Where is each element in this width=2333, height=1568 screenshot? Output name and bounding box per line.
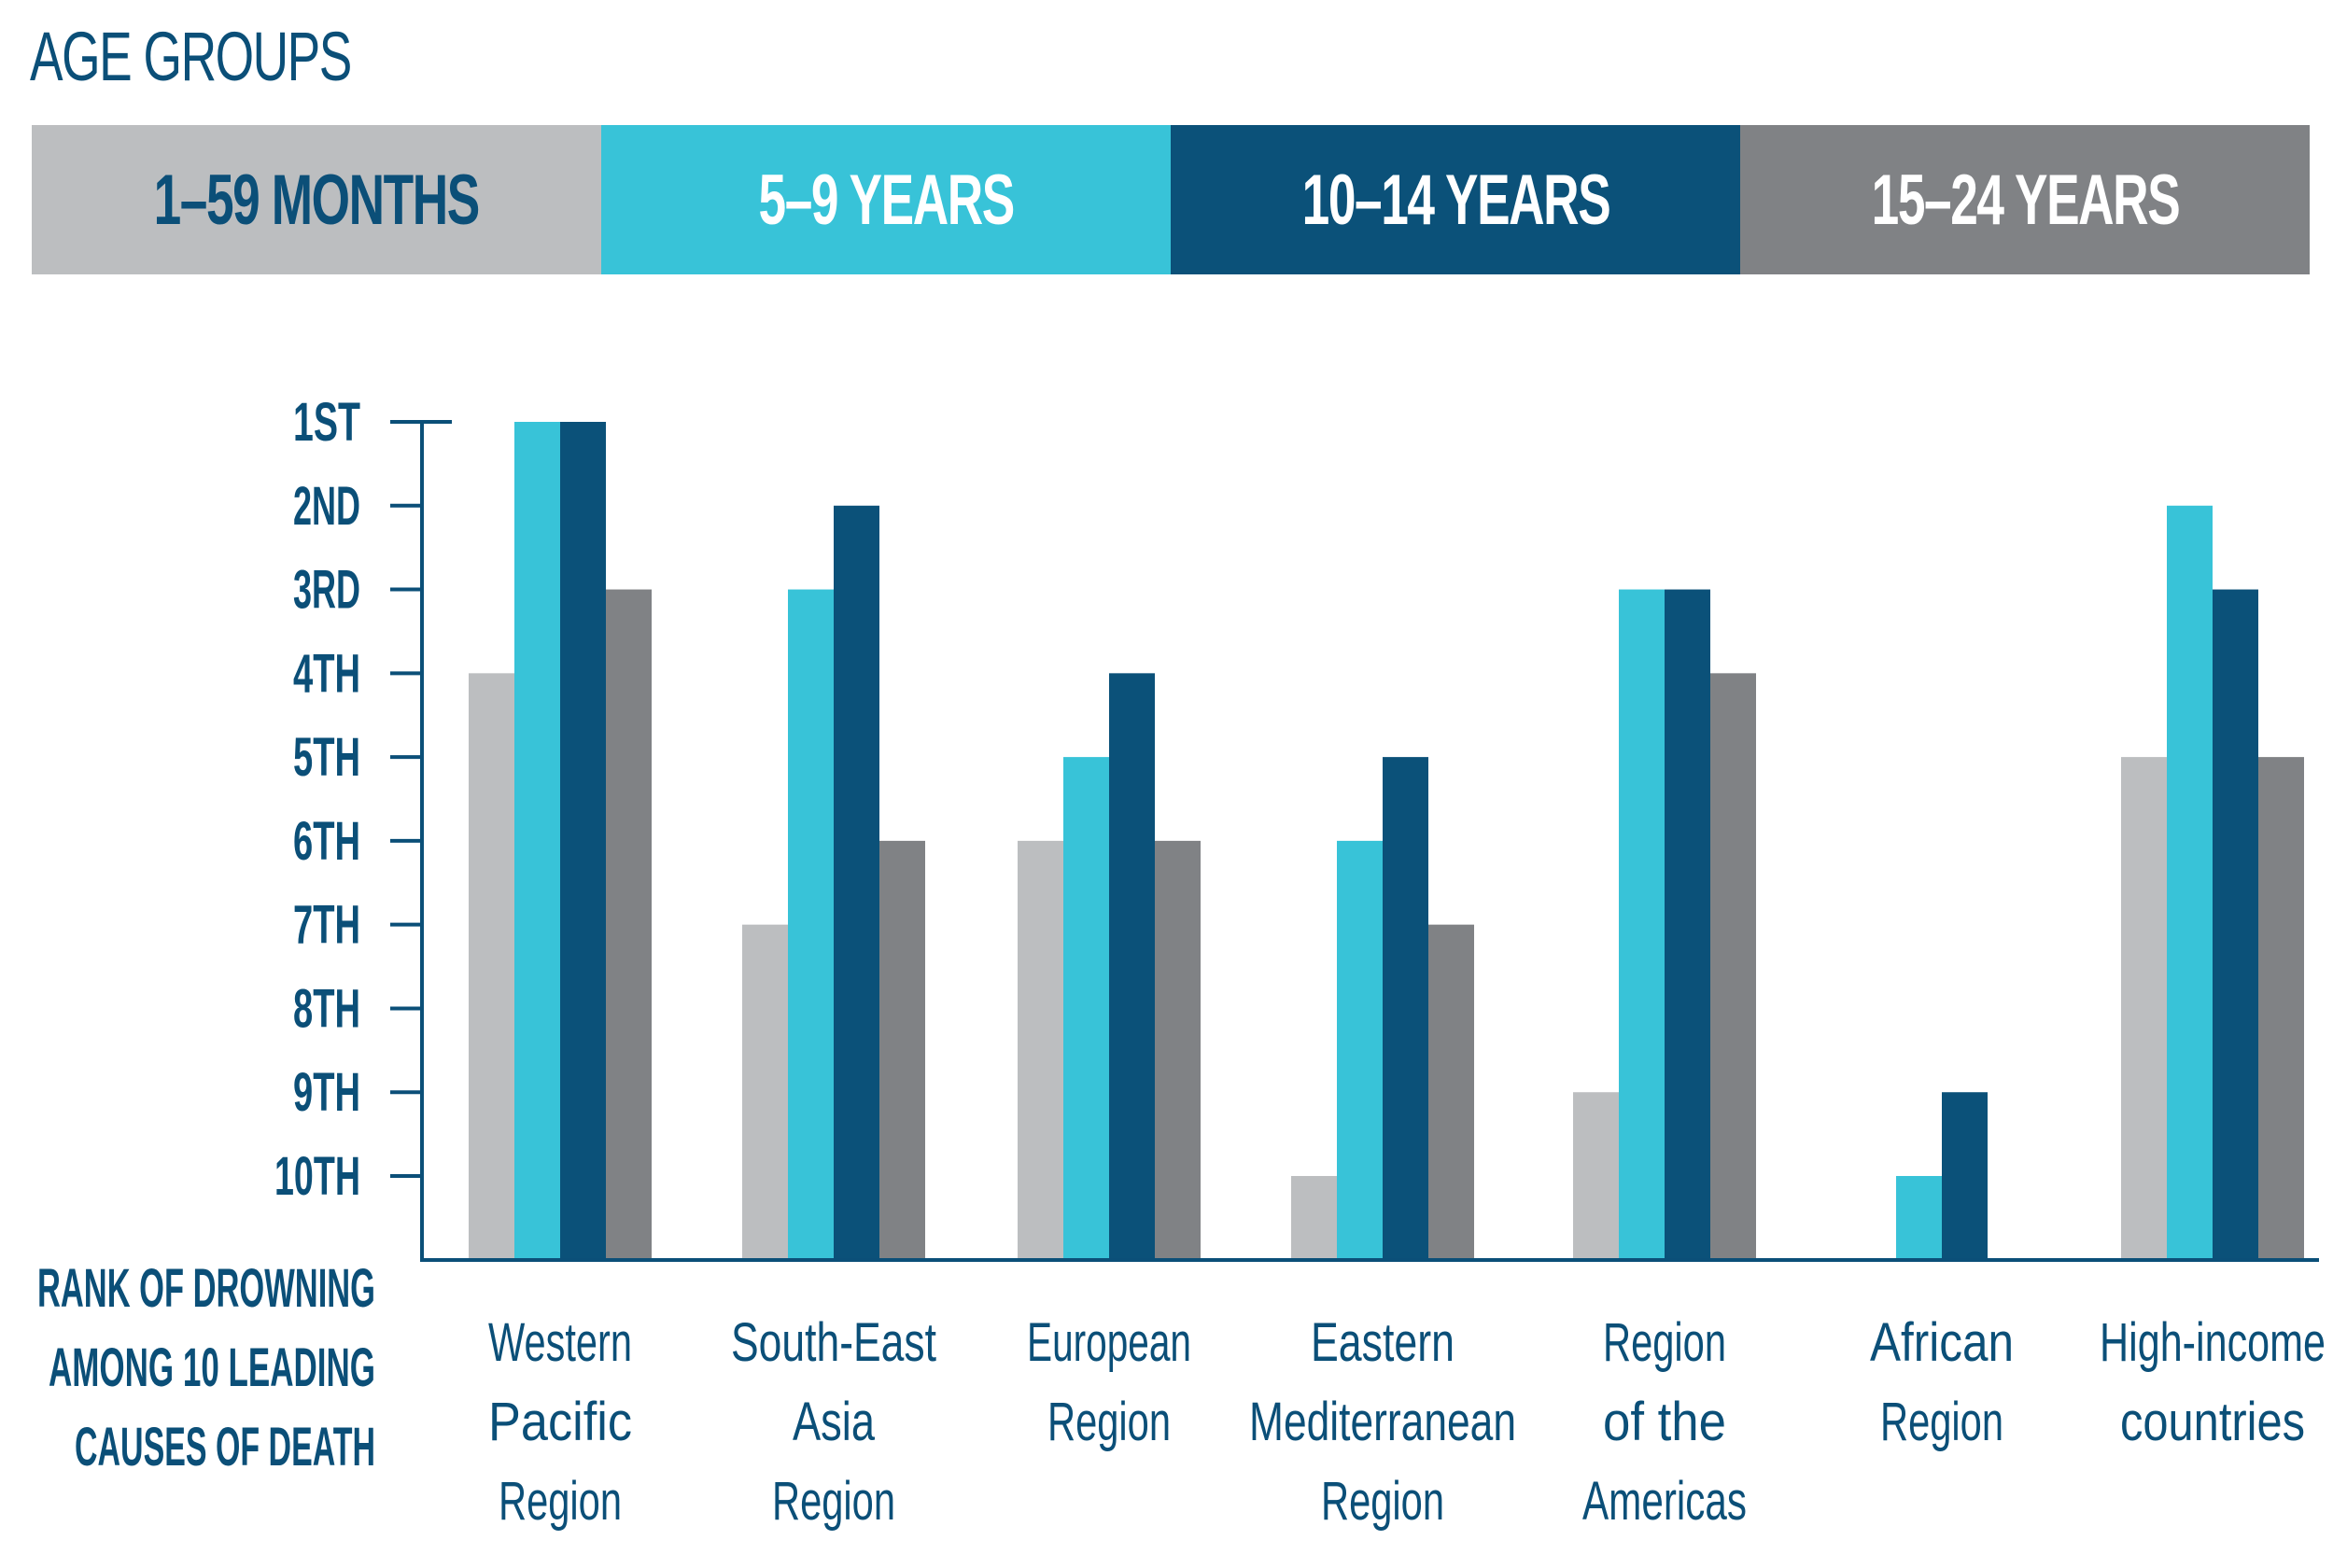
y-tick-label: 4TH (293, 643, 360, 704)
y-tick-label: 2ND (293, 476, 360, 537)
y-tick-label: 3RD (293, 560, 360, 621)
bar (2167, 505, 2213, 1260)
y-tick-label: 9TH (293, 1062, 360, 1123)
x-category-label: countries (2120, 1392, 2305, 1452)
x-category-label: Mediterranean (1249, 1392, 1516, 1452)
x-category-label: of the (1603, 1392, 1726, 1452)
bar (834, 505, 879, 1260)
x-category-label: Asia (793, 1392, 876, 1452)
legend-label: 15–24 YEARS (1871, 160, 2180, 240)
x-category-label: Region (1047, 1392, 1171, 1452)
bar (1291, 1176, 1337, 1260)
bar (2258, 757, 2304, 1260)
legend-label: 1–59 MONTHS (153, 160, 481, 240)
x-category-label: Region (1321, 1471, 1444, 1532)
bar (1942, 1092, 1988, 1260)
x-category-label: South-East (731, 1312, 936, 1373)
bar (514, 422, 560, 1260)
x-category-label: European (1027, 1312, 1191, 1373)
y-tick-label: 6TH (293, 811, 360, 872)
y-axis-title-line: CAUSES OF DEATH (75, 1417, 375, 1477)
bar (742, 924, 788, 1260)
bar (469, 673, 514, 1260)
bar (560, 422, 606, 1260)
bar (1155, 840, 1201, 1260)
y-tick-label: 8TH (293, 978, 360, 1039)
x-category-label: High-income (2100, 1312, 2326, 1373)
bar (1428, 924, 1474, 1260)
y-tick-label: 10TH (274, 1146, 360, 1207)
bar (1573, 1092, 1619, 1260)
bar (788, 589, 834, 1260)
y-tick-label: 7TH (293, 895, 360, 956)
x-category-label: Region (1880, 1392, 2003, 1452)
bar (1063, 757, 1109, 1260)
y-tick-label: 5TH (293, 727, 360, 788)
legend-bar: 1–59 MONTHS 5–9 YEARS 10–14 YEARS 15–24 … (32, 125, 2310, 274)
x-category-label: Region (499, 1471, 622, 1532)
bar (2213, 589, 2258, 1260)
x-category-label: African (1870, 1312, 2014, 1373)
legend-item-5-9-years: 5–9 YEARS (601, 125, 1171, 274)
legend-label: 5–9 YEARS (758, 160, 1015, 240)
legend-label: 10–14 YEARS (1301, 160, 1610, 240)
bar (606, 589, 652, 1260)
age-groups-title: AGE GROUPS (30, 18, 352, 95)
bar (1896, 1176, 1942, 1260)
legend-item-10-14-years: 10–14 YEARS (1171, 125, 1740, 274)
x-category-label: Americas (1582, 1471, 1747, 1532)
legend-item-1-59-months: 1–59 MONTHS (32, 125, 601, 274)
y-tick-label: 1ST (293, 392, 360, 453)
x-category-label: Pacific (488, 1392, 632, 1452)
bar (1018, 840, 1063, 1260)
x-category-label: Western (488, 1312, 632, 1373)
legend-item-15-24-years: 15–24 YEARS (1740, 125, 2310, 274)
y-axis-title-line: RANK OF DROWNING (37, 1258, 375, 1319)
y-axis-title-line: AMONG 10 LEADING (49, 1337, 375, 1398)
bar (1619, 589, 1665, 1260)
bar (1665, 589, 1710, 1260)
bar (879, 840, 925, 1260)
bar (1710, 673, 1756, 1260)
bar (1109, 673, 1155, 1260)
bar (1383, 757, 1428, 1260)
x-category-label: Eastern (1311, 1312, 1455, 1373)
bar (2121, 757, 2167, 1260)
x-category-label: Region (1603, 1312, 1726, 1373)
bar (1337, 840, 1383, 1260)
x-category-label: Region (772, 1471, 895, 1532)
